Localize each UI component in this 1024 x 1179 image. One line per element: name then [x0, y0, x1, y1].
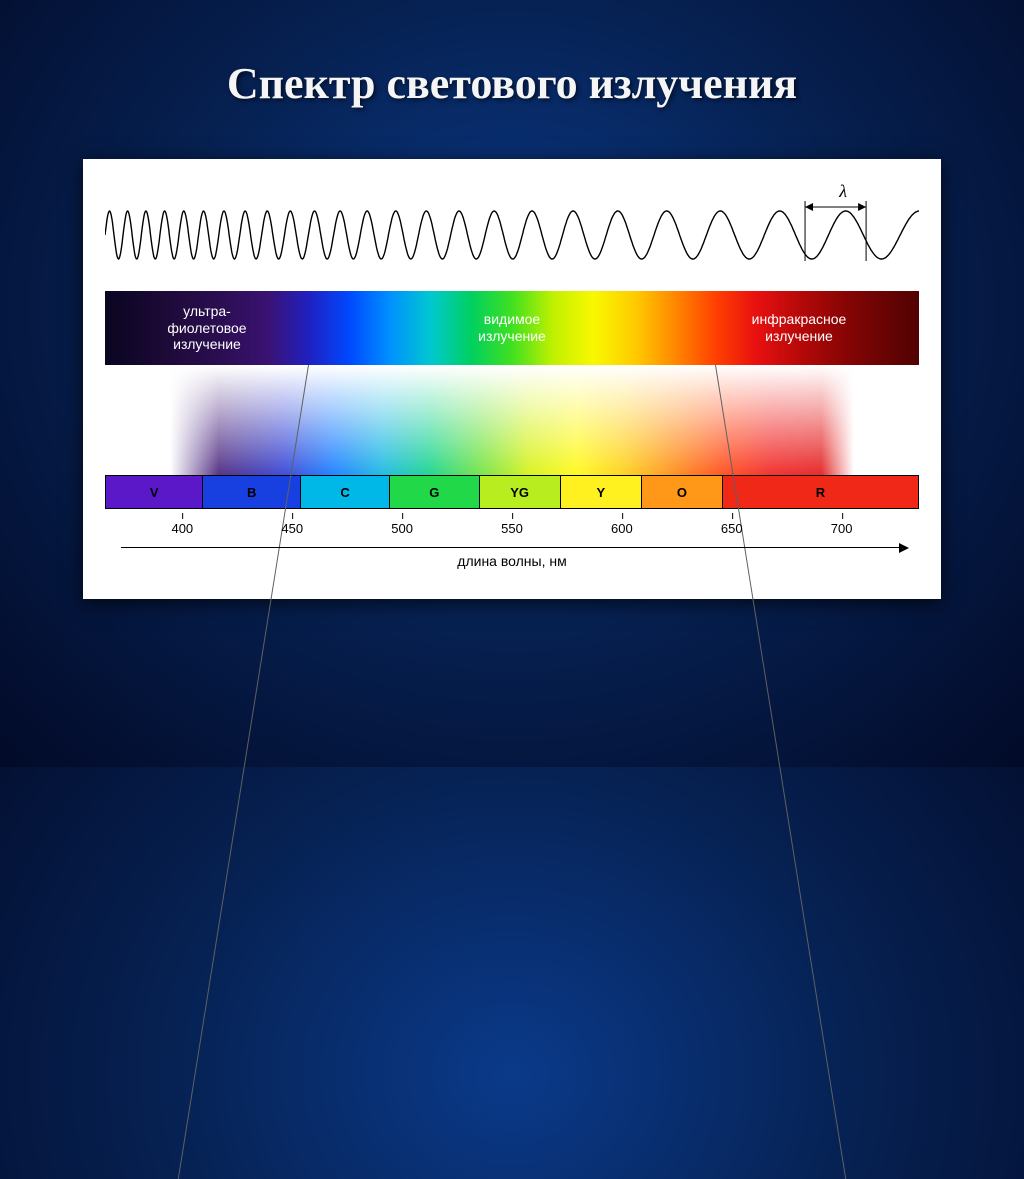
axis-tick: 700 — [831, 521, 853, 536]
axis-tick: 400 — [171, 521, 193, 536]
spectrum-gradient-bar: ультра-фиолетовоеизлучение видимоеизлуче… — [105, 291, 919, 365]
color-cell-b: B — [203, 476, 300, 508]
axis-tick: 600 — [611, 521, 633, 536]
lambda-symbol: λ — [839, 181, 847, 202]
fan-container — [105, 365, 919, 475]
page-title: Спектр светового излучения — [0, 0, 1024, 109]
ir-label: инфракрасноеизлучение — [719, 311, 879, 345]
wave-plot: λ — [105, 187, 919, 277]
color-cell-o: O — [642, 476, 723, 508]
color-cell-r: R — [723, 476, 918, 508]
color-cell-y: Y — [561, 476, 642, 508]
wave-svg — [105, 187, 919, 277]
axis-arrow-icon — [899, 543, 909, 553]
color-cell-v: V — [106, 476, 203, 508]
uv-label: ультра-фиолетовоеизлучение — [127, 303, 287, 353]
spectrum-fan — [105, 365, 919, 475]
spectrum-diagram: λ ультра-фиолетовоеизлучение видимоеизлу… — [83, 159, 941, 599]
color-cell-g: G — [390, 476, 479, 508]
color-cell-yg: YG — [480, 476, 561, 508]
axis-line — [121, 547, 902, 548]
color-cell-c: C — [301, 476, 390, 508]
wavelength-axis: 400 450 500 550 600 650 700 длина волны, нм — [105, 515, 919, 577]
axis-tick: 550 — [501, 521, 523, 536]
axis-tick: 450 — [281, 521, 303, 536]
color-letter-bar: VBCGYGYOR — [105, 475, 919, 509]
axis-label: длина волны, нм — [457, 553, 566, 569]
visible-label: видимоеизлучение — [442, 311, 582, 345]
axis-tick: 650 — [721, 521, 743, 536]
axis-tick: 500 — [391, 521, 413, 536]
